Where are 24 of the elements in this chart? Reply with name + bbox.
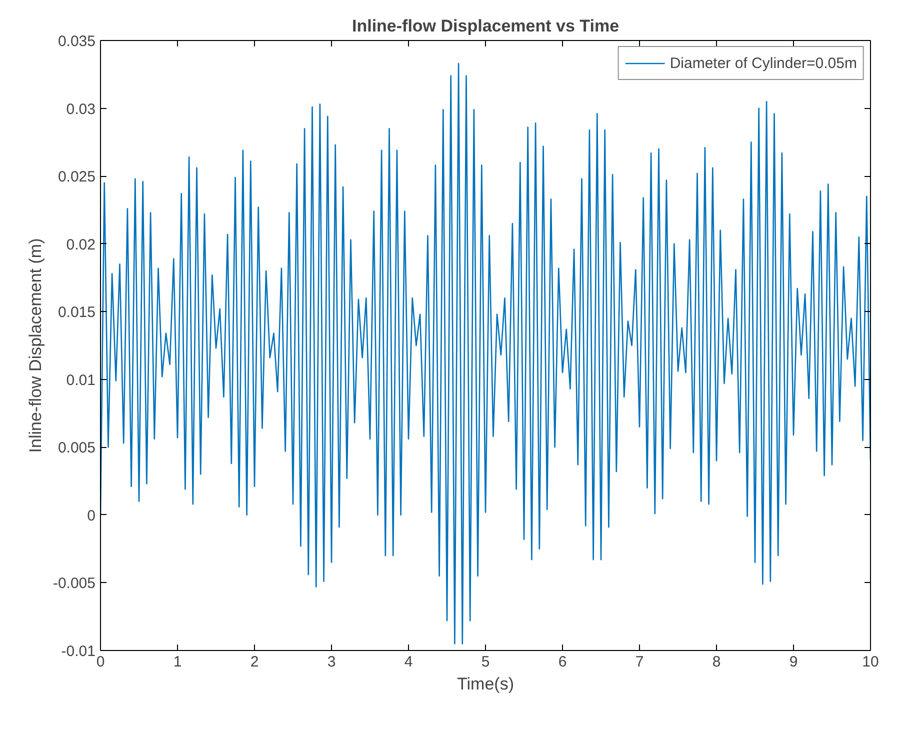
y-tick-label: 0.03 xyxy=(66,100,96,118)
x-tick-label: 8 xyxy=(712,654,721,670)
y-tick-label: 0.015 xyxy=(58,304,96,322)
y-axis-title: Inline-flow Displacement (m) xyxy=(26,238,45,453)
x-tick-label: 6 xyxy=(558,654,567,670)
y-tick-label: -0.005 xyxy=(52,575,96,592)
x-tick-label: 2 xyxy=(250,654,259,670)
x-tick-label: 7 xyxy=(635,654,644,670)
x-tick-label: 5 xyxy=(481,654,490,670)
x-tick-label: 1 xyxy=(173,654,182,670)
y-tick-label: 0.005 xyxy=(58,440,96,457)
y-tick-label: 0.025 xyxy=(58,168,96,186)
x-tick-label: 9 xyxy=(789,654,798,670)
y-tick-label: 0.035 xyxy=(58,33,96,50)
chart-title: Inline-flow Displacement vs Time xyxy=(352,16,620,36)
y-tick-label: 0.02 xyxy=(66,236,96,254)
x-tick-label: 10 xyxy=(862,654,879,670)
x-axis-title: Time(s) xyxy=(457,674,514,694)
x-tick-label: 4 xyxy=(404,654,413,670)
y-tick-label: 0 xyxy=(87,507,96,524)
legend-label: Diameter of Cylinder=0.05m xyxy=(670,54,857,72)
y-tick-label: -0.01 xyxy=(61,643,96,660)
y-tick-label: 0.01 xyxy=(66,372,96,389)
x-tick-label: 3 xyxy=(327,654,336,670)
